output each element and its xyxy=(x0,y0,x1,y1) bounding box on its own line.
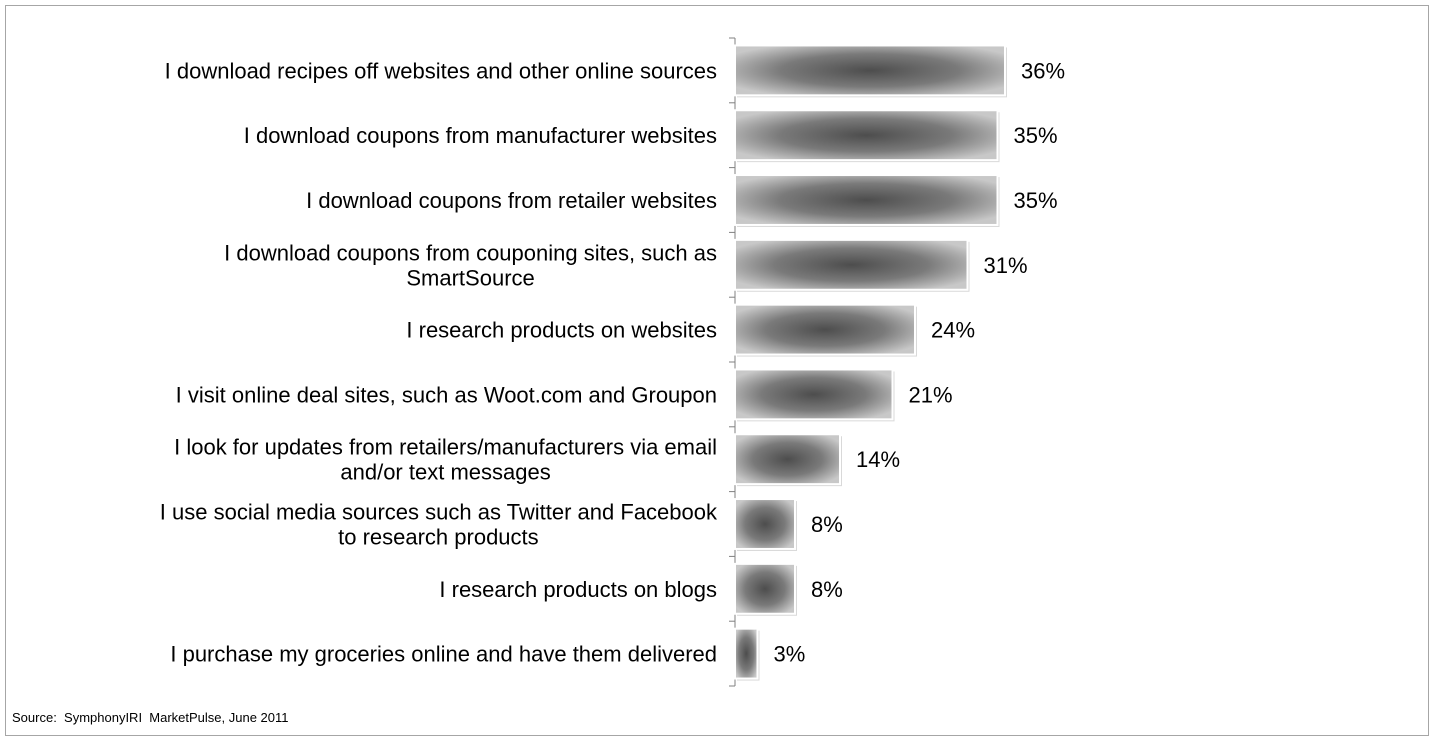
bar xyxy=(734,498,796,550)
data-label: 8% xyxy=(811,577,843,602)
data-label: 24% xyxy=(931,318,975,343)
data-label: 14% xyxy=(856,447,900,472)
data-label: 36% xyxy=(1021,58,1065,83)
category-label: I visit online deal sites, such as Woot.… xyxy=(176,382,717,407)
bar xyxy=(734,174,999,226)
bar xyxy=(734,109,999,162)
category-label: I download coupons from manufacturer web… xyxy=(244,123,717,148)
bar xyxy=(734,238,969,291)
category-label: I research products on blogs xyxy=(439,577,717,602)
data-label: 31% xyxy=(984,253,1028,278)
data-label: 35% xyxy=(1014,123,1058,148)
bar xyxy=(734,44,1006,97)
bar xyxy=(734,433,841,486)
data-label: 35% xyxy=(1014,188,1058,213)
data-label: 8% xyxy=(811,512,843,537)
category-label: I look for updates from retailers/manufa… xyxy=(174,435,717,485)
data-label: 21% xyxy=(909,382,953,407)
bar xyxy=(734,303,916,356)
category-label: I download recipes off websites and othe… xyxy=(165,58,717,83)
bar xyxy=(734,368,894,421)
category-label: I purchase my groceries online and have … xyxy=(170,642,717,667)
category-label: I research products on websites xyxy=(406,318,717,343)
data-label: 3% xyxy=(774,642,806,667)
bar xyxy=(734,562,796,615)
bar xyxy=(734,627,759,680)
category-label: I use social media sources such as Twitt… xyxy=(160,500,718,550)
chart-frame xyxy=(5,5,1429,736)
source-note: Source: SymphonyIRI MarketPulse, June 20… xyxy=(12,710,289,725)
category-label: I download coupons from couponing sites,… xyxy=(224,240,717,290)
category-label: I download coupons from retailer website… xyxy=(306,188,717,213)
